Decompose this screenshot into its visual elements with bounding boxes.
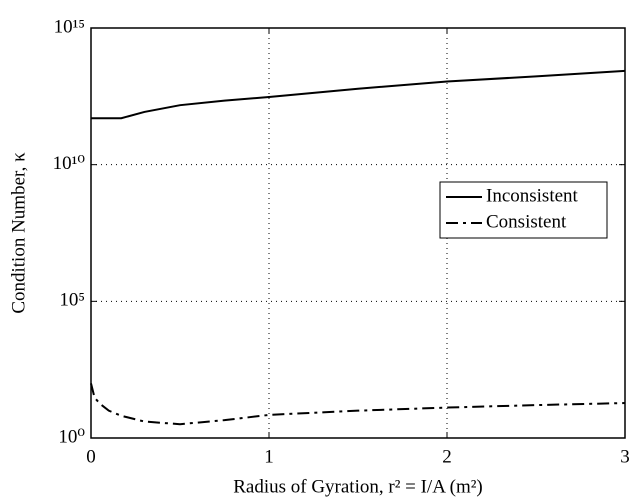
y-axis-label: Condition Number, κ	[8, 152, 29, 314]
y-tick-label: 10¹⁵	[54, 16, 85, 37]
legend-box	[439, 181, 608, 239]
x-tick-label: 3	[620, 446, 630, 467]
legend-label: Inconsistent	[486, 185, 579, 206]
x-tick-label: 0	[86, 446, 96, 467]
y-tick-label: 10¹⁰	[53, 153, 86, 174]
x-tick-label: 1	[264, 446, 274, 467]
plot-frame	[90, 27, 626, 439]
series-line	[90, 383, 626, 426]
series-line	[91, 69, 626, 120]
legend-label: Consistent	[486, 211, 567, 232]
y-tick-label: 10⁵	[59, 290, 85, 311]
x-tick-label: 2	[442, 446, 452, 467]
x-axis-label: Radius of Gyration, r² = I/A (m²)	[233, 476, 483, 497]
y-tick-label: 10⁰	[58, 426, 85, 447]
